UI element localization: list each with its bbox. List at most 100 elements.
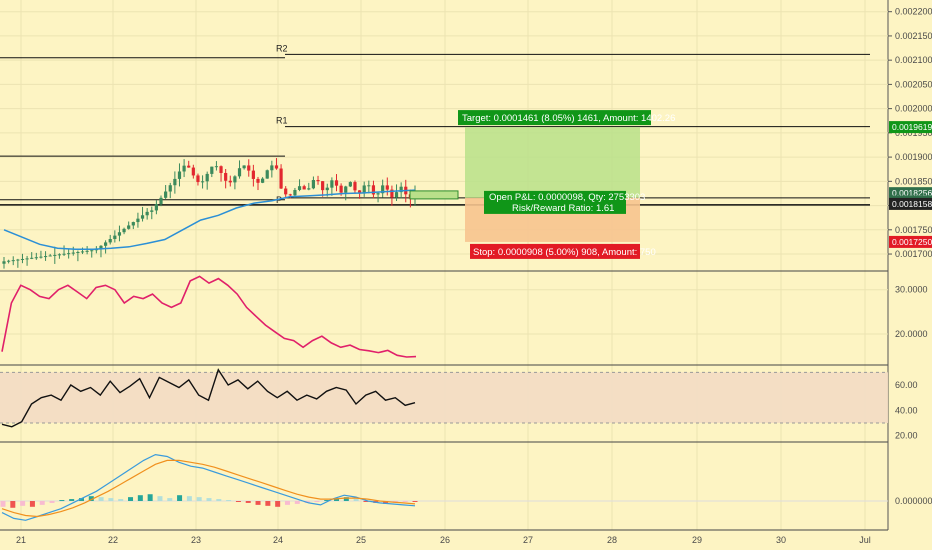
candle-body	[399, 186, 403, 193]
candle-body	[311, 180, 316, 189]
macd-histogram-bar	[157, 496, 163, 501]
macd-histogram-bar	[147, 494, 153, 501]
oscillator-pane[interactable]	[0, 368, 888, 428]
candle-body	[191, 167, 195, 176]
candle-body	[348, 182, 352, 187]
candle-body	[48, 255, 52, 257]
candle-body	[219, 166, 223, 173]
macd-histogram-bar	[98, 497, 104, 501]
candle-body	[385, 185, 389, 190]
macd-histogram-bar	[255, 501, 261, 505]
candle-body	[99, 245, 103, 250]
candle-body	[200, 181, 205, 183]
candle-body	[367, 185, 371, 187]
candle-body	[321, 181, 325, 191]
candle-body	[150, 210, 154, 212]
price-tag-box	[889, 197, 932, 210]
macd-histogram-bar	[235, 501, 241, 502]
candle-body	[288, 194, 292, 196]
price-tag-box	[889, 121, 932, 134]
time-axis[interactable]: 21 22 23 24 25 26 27 28 29 30 Jul	[16, 535, 871, 545]
price-tag-label: 0.0018158	[892, 199, 932, 209]
candle-body	[284, 188, 288, 195]
price-tag-box	[889, 235, 932, 248]
candle-body	[136, 218, 140, 223]
time-tick-label: 23	[191, 535, 201, 545]
macd-histogram-bar	[39, 501, 45, 505]
macd-histogram-bar	[402, 501, 408, 502]
candle-body	[85, 250, 89, 252]
signal-line	[1, 459, 416, 518]
momentum-tick-label: 20.0000	[895, 329, 928, 339]
candle-body	[67, 253, 71, 255]
macd-histogram-bar	[275, 501, 281, 507]
candle-body	[242, 165, 246, 169]
macd-histogram-bar	[128, 497, 134, 501]
candle-body	[344, 186, 348, 193]
candle-body	[233, 176, 237, 183]
target-zone	[465, 127, 640, 198]
momentum-tick-label: 30.0000	[895, 285, 928, 295]
candle-body	[39, 256, 43, 258]
target-label-text: Target: 0.0001461 (8.05%) 1461, Amount: …	[462, 113, 675, 124]
candle-body	[16, 259, 20, 261]
candle-body	[127, 225, 131, 229]
candle-body	[34, 257, 38, 259]
candle-body	[43, 256, 48, 258]
macd-histogram-bar	[177, 495, 183, 501]
macd-histogram-bar	[343, 497, 349, 501]
candle-body	[80, 251, 85, 253]
candle-body	[274, 165, 279, 169]
oscillator-line	[1, 368, 416, 428]
candle-body	[187, 165, 191, 168]
candle-body	[103, 242, 108, 246]
price-tag-label: 0.0018256	[892, 188, 932, 198]
risk-reward-text: Risk/Reward Ratio: 1.61	[512, 203, 614, 214]
macd-histogram-bar	[196, 497, 202, 501]
time-tick-label: 27	[523, 535, 533, 545]
candle-body	[205, 173, 209, 182]
macd-histogram-bar	[216, 499, 222, 501]
macd-histogram-bar	[20, 501, 26, 506]
price-tag-label: 0.0019619	[892, 122, 932, 132]
macd-histogram-bar	[49, 501, 55, 503]
macd-histogram-bar	[59, 500, 65, 502]
macd-pane[interactable]	[0, 453, 888, 521]
time-tick-label: 30	[776, 535, 786, 545]
macd-histogram-bar	[78, 498, 84, 501]
time-tick-label: 24	[273, 535, 283, 545]
candle-body	[297, 186, 302, 190]
candle-body	[57, 254, 62, 256]
momentum-pane[interactable]	[1, 275, 417, 358]
candle-body	[7, 260, 11, 262]
time-tick-label: 28	[607, 535, 617, 545]
candle-body	[164, 191, 168, 198]
candle-body	[224, 172, 228, 181]
oscillator-tick-label: 40.00	[895, 405, 918, 415]
macd-histogram-bar	[314, 501, 320, 502]
candle-body	[117, 232, 122, 236]
candle-body	[71, 252, 75, 254]
time-tick-label: 21	[16, 535, 26, 545]
candle-body	[376, 193, 380, 195]
oscillator-band	[0, 372, 888, 423]
time-tick-label: 25	[356, 535, 366, 545]
time-tick-label: 29	[692, 535, 702, 545]
candle-body	[196, 175, 200, 183]
candle-body	[316, 180, 320, 182]
candle-body	[381, 185, 385, 194]
macd-histogram-bar	[10, 501, 16, 508]
macd-histogram-bar	[324, 500, 330, 502]
candle-body	[30, 257, 34, 259]
oscillator-tick-label: 60.00	[895, 380, 918, 390]
momentum-line	[1, 275, 417, 358]
candle-body	[62, 253, 66, 255]
